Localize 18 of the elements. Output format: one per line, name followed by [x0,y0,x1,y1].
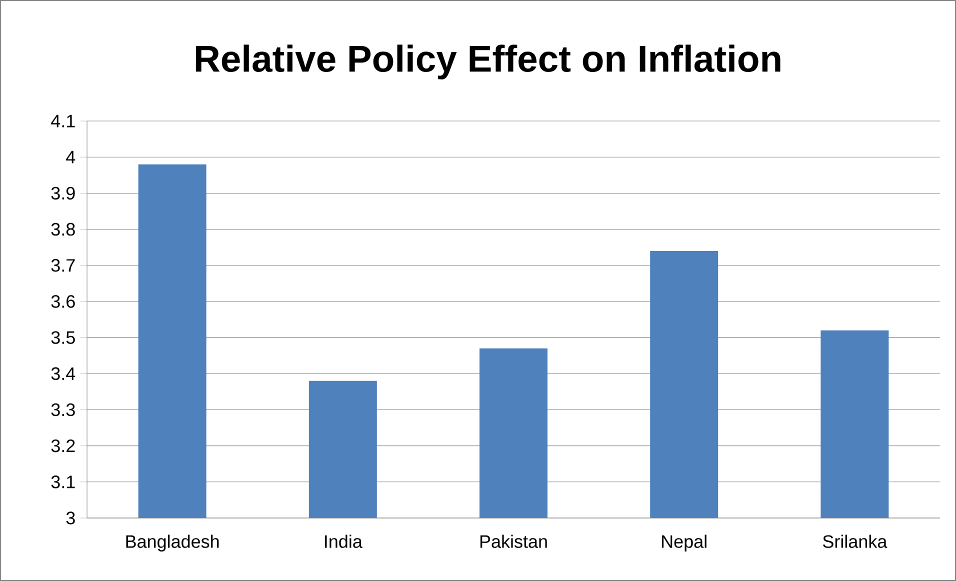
y-tick-label: 3.2 [51,439,75,452]
y-tick-label: 3.5 [51,331,75,344]
y-tick-label: 3 [66,512,75,524]
x-tick-label: Srilanka [822,534,888,548]
y-tick-label: 3.7 [51,258,75,272]
y-tick-label: 3.9 [51,186,75,200]
x-tick-label: Pakistan [480,534,547,548]
y-tick-label: 3.8 [51,222,75,236]
y-tick-label: 3.4 [51,367,76,380]
y-tick-label: 4.1 [51,114,75,128]
y-tick-label: 3.1 [51,476,75,488]
x-tick-label: Nepal [662,534,706,552]
x-tick-label: Bangladesh [126,534,219,552]
y-tick-label: 4 [66,150,76,164]
y-tick-label: 3.6 [51,295,75,308]
chart-title: Relative Policy Effect on Inflation [196,44,780,80]
y-tick-label: 3.3 [51,403,75,416]
x-tick-label: India [325,534,362,548]
